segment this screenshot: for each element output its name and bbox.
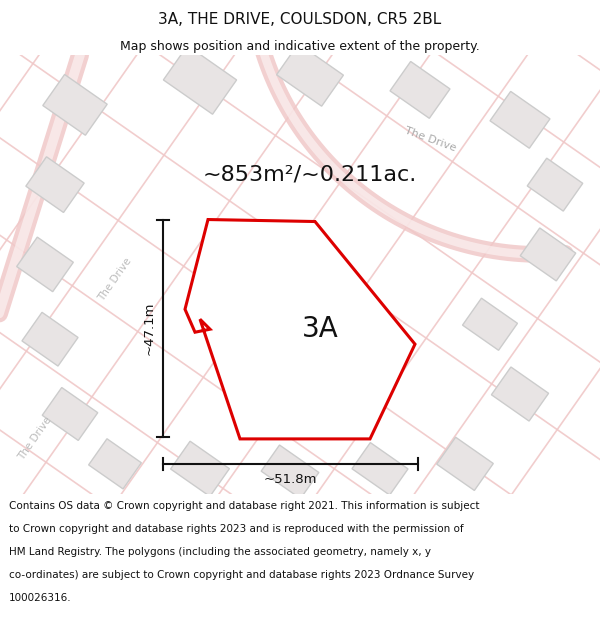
Polygon shape — [520, 228, 576, 281]
Polygon shape — [463, 298, 517, 350]
Polygon shape — [163, 46, 236, 114]
Text: HM Land Registry. The polygons (including the associated geometry, namely x, y: HM Land Registry. The polygons (includin… — [9, 547, 431, 557]
Polygon shape — [89, 439, 142, 489]
Text: Contains OS data © Crown copyright and database right 2021. This information is : Contains OS data © Crown copyright and d… — [9, 501, 479, 511]
Text: The Drive: The Drive — [403, 126, 457, 154]
Polygon shape — [22, 312, 78, 366]
Polygon shape — [527, 158, 583, 211]
Polygon shape — [43, 74, 107, 135]
Text: The Drive: The Drive — [16, 416, 53, 462]
Polygon shape — [491, 367, 548, 421]
Polygon shape — [170, 441, 229, 496]
Text: to Crown copyright and database rights 2023 and is reproduced with the permissio: to Crown copyright and database rights 2… — [9, 524, 464, 534]
Text: co-ordinates) are subject to Crown copyright and database rights 2023 Ordnance S: co-ordinates) are subject to Crown copyr… — [9, 570, 474, 580]
Polygon shape — [277, 44, 343, 106]
Text: ~853m²/~0.211ac.: ~853m²/~0.211ac. — [203, 164, 417, 184]
Polygon shape — [390, 61, 450, 118]
Polygon shape — [490, 91, 550, 148]
Text: ~47.1m: ~47.1m — [143, 301, 155, 355]
Text: ~51.8m: ~51.8m — [264, 473, 317, 486]
Polygon shape — [352, 442, 408, 495]
Text: The Drive: The Drive — [97, 256, 134, 303]
Polygon shape — [26, 157, 84, 212]
Polygon shape — [42, 388, 98, 441]
Text: Map shows position and indicative extent of the property.: Map shows position and indicative extent… — [120, 39, 480, 52]
Text: 100026316.: 100026316. — [9, 593, 71, 603]
Text: 3A, THE DRIVE, COULSDON, CR5 2BL: 3A, THE DRIVE, COULSDON, CR5 2BL — [158, 12, 442, 27]
Polygon shape — [261, 445, 319, 499]
Text: 3A: 3A — [302, 315, 338, 343]
Polygon shape — [437, 438, 493, 491]
Polygon shape — [17, 237, 73, 292]
Polygon shape — [185, 219, 415, 439]
